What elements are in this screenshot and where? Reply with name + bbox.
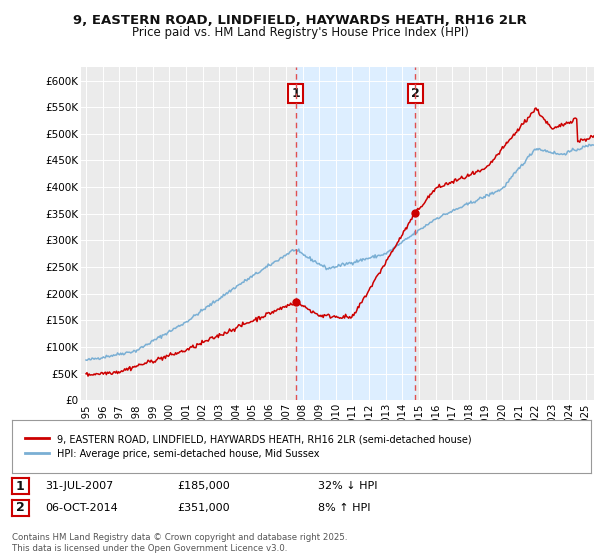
Text: 1: 1 bbox=[291, 87, 300, 100]
Text: 06-OCT-2014: 06-OCT-2014 bbox=[45, 503, 118, 513]
Text: 2: 2 bbox=[16, 501, 25, 515]
Text: 1: 1 bbox=[16, 479, 25, 493]
Text: £351,000: £351,000 bbox=[177, 503, 230, 513]
Text: Contains HM Land Registry data © Crown copyright and database right 2025.
This d: Contains HM Land Registry data © Crown c… bbox=[12, 533, 347, 553]
Text: 2: 2 bbox=[411, 87, 419, 100]
Text: 32% ↓ HPI: 32% ↓ HPI bbox=[318, 481, 377, 491]
Text: 8% ↑ HPI: 8% ↑ HPI bbox=[318, 503, 371, 513]
Text: Price paid vs. HM Land Registry's House Price Index (HPI): Price paid vs. HM Land Registry's House … bbox=[131, 26, 469, 39]
Bar bbox=[296, 67, 415, 400]
Text: 31-JUL-2007: 31-JUL-2007 bbox=[45, 481, 113, 491]
Text: 9, EASTERN ROAD, LINDFIELD, HAYWARDS HEATH, RH16 2LR: 9, EASTERN ROAD, LINDFIELD, HAYWARDS HEA… bbox=[73, 14, 527, 27]
Text: £185,000: £185,000 bbox=[177, 481, 230, 491]
Legend: 9, EASTERN ROAD, LINDFIELD, HAYWARDS HEATH, RH16 2LR (semi-detached house), HPI:: 9, EASTERN ROAD, LINDFIELD, HAYWARDS HEA… bbox=[20, 430, 476, 464]
